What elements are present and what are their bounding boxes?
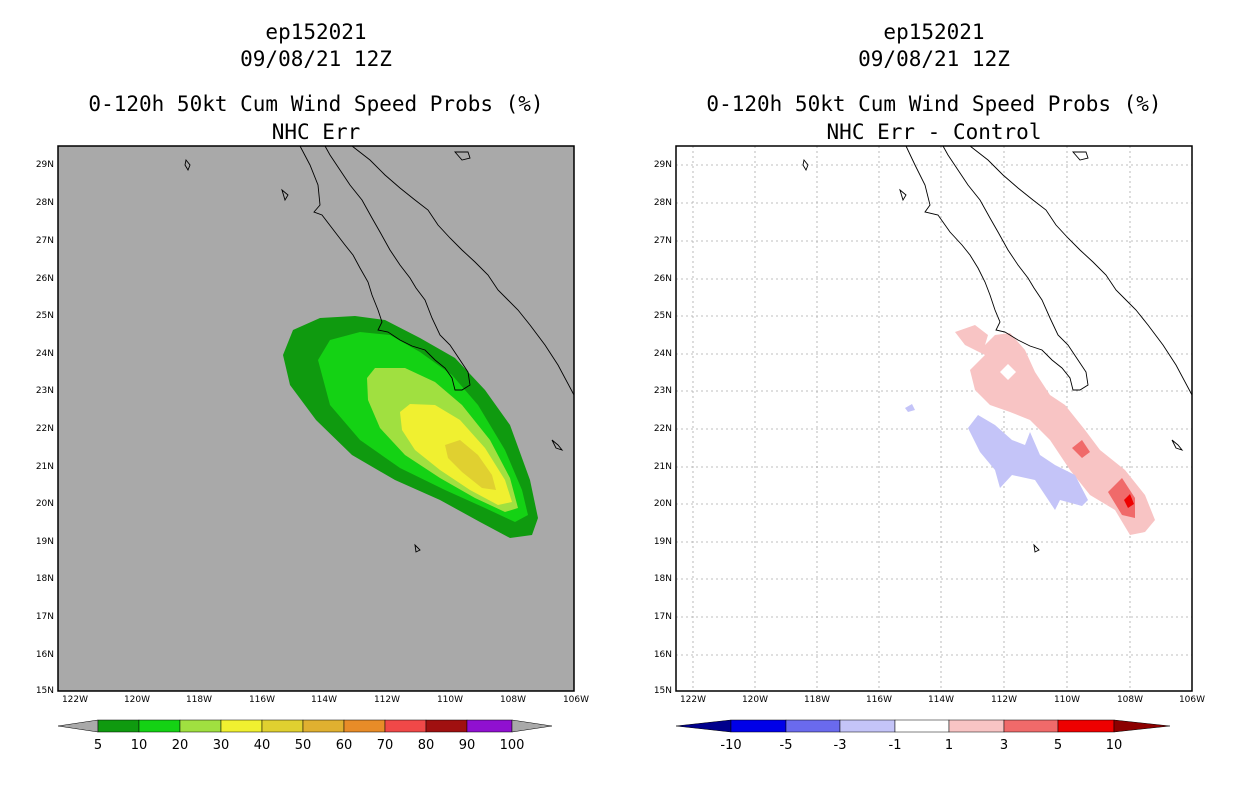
lat-label: 23N [35,386,54,396]
lon-label: 116W [865,695,893,705]
lat-label: 23N [653,386,672,396]
lon-label: 116W [248,695,276,705]
lat-label: 17N [35,612,54,622]
left-colorbar-upper-arrow [511,719,553,733]
lat-label: 20N [653,499,672,509]
diff-positive-5-10 [1124,494,1134,508]
lat-label: 22N [653,424,672,434]
colorbar-tick-label: 60 [335,738,353,753]
colorbar-tick-label: 1 [944,738,954,753]
lon-label: 106W [1178,695,1206,705]
right-colorbar-lower-arrow [675,719,732,733]
colorbar-tick-label: 50 [294,738,312,753]
lon-label: 114W [927,695,955,705]
right-map [675,145,1193,692]
lon-label: 110W [436,695,464,705]
lat-label: 15N [653,686,672,696]
lat-label: 19N [35,537,54,547]
lat-label: 25N [35,311,54,321]
lon-label: 112W [990,695,1018,705]
lat-label: 27N [653,236,672,246]
lat-label: 18N [653,574,672,584]
colorbar-tick-label: 10 [130,738,148,753]
diff-positive-1-3 [955,325,1155,535]
lon-label: 112W [373,695,401,705]
prob-contour-40 [445,440,496,490]
lat-label: 26N [35,274,54,284]
lon-label: 122W [679,695,707,705]
lon-label: 110W [1053,695,1081,705]
diff-positive-3-5a [1072,440,1090,458]
lat-label: 24N [653,349,672,359]
colorbar-tick-label: 5 [93,738,103,753]
right-title-subtitle: NHC Err - Control [826,120,1042,144]
left-map-frame [57,145,575,692]
lat-label: 17N [653,612,672,622]
left-title-storm: ep152021 [265,20,367,44]
lon-label: 108W [499,695,527,705]
lon-label: 114W [310,695,338,705]
colorbar-tick-label: -5 [779,738,793,753]
left-colorbar-lower-arrow [57,719,99,733]
lat-label: 22N [35,424,54,434]
lat-label: 24N [35,349,54,359]
left-coastline [184,145,575,553]
lon-label: 106W [562,695,590,705]
left-title-date: 09/08/21 12Z [240,47,392,71]
lat-label: 15N [35,686,54,696]
diff-positive-hole [1000,364,1016,380]
diff-negative-1-3 [968,415,1088,510]
left-map [57,145,575,692]
colorbar-tick-label: 20 [171,738,189,753]
right-map-background [676,146,1192,691]
lat-label: 28N [653,198,672,208]
colorbar-tick-label: 3 [999,738,1009,753]
colorbar-tick-label: -3 [833,738,847,753]
lat-label: 20N [35,499,54,509]
lon-label: 122W [61,695,89,705]
lon-label: 120W [741,695,769,705]
colorbar-tick-label: 90 [458,738,476,753]
lat-label: 21N [653,462,672,472]
colorbar-tick-label: -1 [888,738,902,753]
colorbar-tick-label: 70 [376,738,394,753]
right-coastline [802,145,1193,553]
colorbar-tick-label: 100 [499,738,525,753]
left-title-product: 0-120h 50kt Cum Wind Speed Probs (%) [88,92,544,116]
lon-label: 120W [123,695,151,705]
lat-label: 28N [35,198,54,208]
colorbar-tick-label: -10 [720,738,742,753]
lat-label: 16N [653,650,672,660]
colorbar-tick-label: 10 [1105,738,1123,753]
right-title-date: 09/08/21 12Z [858,47,1010,71]
right-title-storm: ep152021 [883,20,985,44]
colorbar-tick-label: 30 [212,738,230,753]
colorbar-tick-label: 80 [417,738,435,753]
right-title-product: 0-120h 50kt Cum Wind Speed Probs (%) [706,92,1162,116]
lat-label: 29N [35,160,54,170]
lat-label: 27N [35,236,54,246]
diff-negative-small [905,404,915,412]
diff-positive-3-5b [1108,478,1135,518]
colorbar-tick-label: 5 [1053,738,1063,753]
right-map-frame [675,145,1193,692]
right-colorbar [675,719,1171,733]
lon-label: 118W [185,695,213,705]
lat-label: 18N [35,574,54,584]
colorbar-tick-label: 40 [253,738,271,753]
lon-label: 118W [803,695,831,705]
lat-label: 21N [35,462,54,472]
left-colorbar [57,719,553,733]
lat-label: 29N [653,160,672,170]
right-colorbar-upper-arrow [1113,719,1171,733]
left-title-subtitle: NHC Err [271,120,361,144]
lat-label: 19N [653,537,672,547]
lat-label: 25N [653,311,672,321]
lat-label: 26N [653,274,672,284]
lat-label: 16N [35,650,54,660]
lon-label: 108W [1116,695,1144,705]
